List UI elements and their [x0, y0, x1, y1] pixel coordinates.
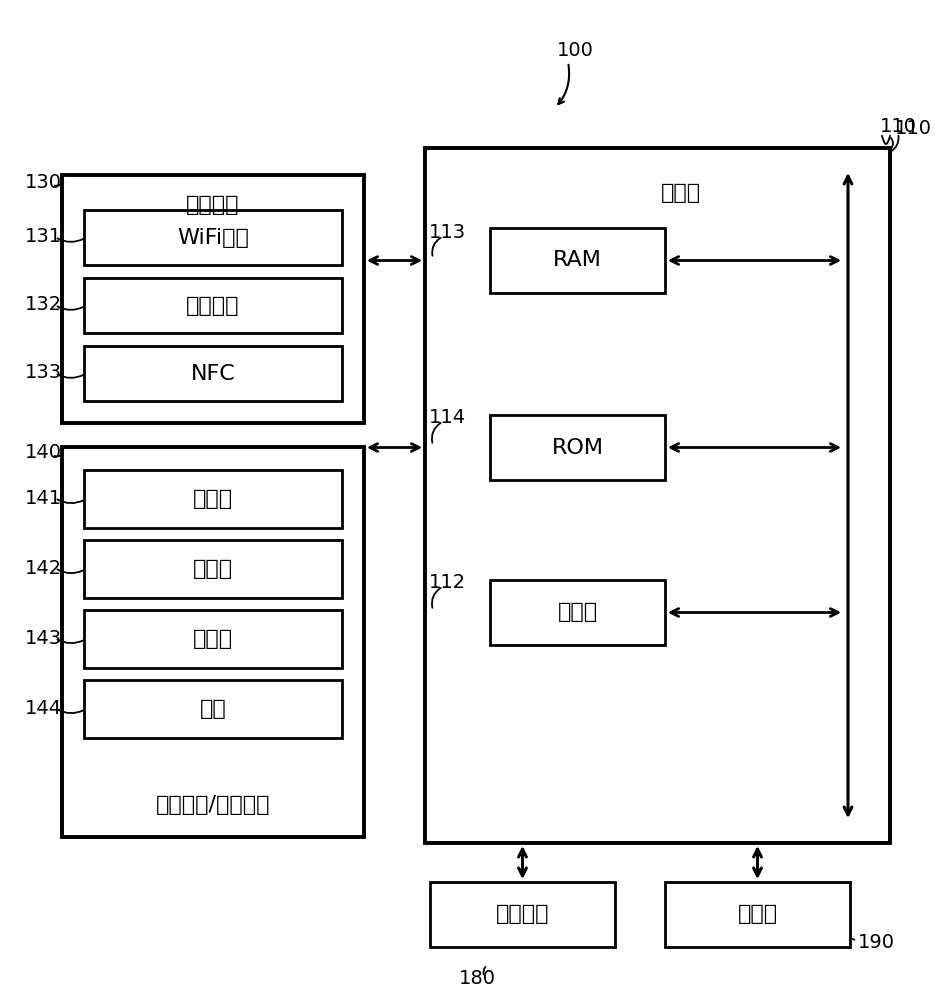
Text: 用户输入/输出接口: 用户输入/输出接口	[156, 795, 270, 815]
Text: 132: 132	[25, 296, 62, 314]
Text: 存储器: 存储器	[738, 904, 778, 924]
Text: RAM: RAM	[554, 250, 602, 270]
Text: ROM: ROM	[552, 438, 603, 458]
Text: 按键: 按键	[200, 699, 226, 719]
Text: 112: 112	[429, 573, 467, 592]
Bar	[490, 580, 665, 645]
Bar	[62, 175, 364, 423]
Text: 处理器: 处理器	[557, 602, 597, 622]
Text: 麦克风: 麦克风	[193, 489, 233, 509]
Bar	[665, 882, 850, 947]
Bar	[84, 278, 342, 333]
Text: WiFi芯片: WiFi芯片	[177, 228, 249, 247]
Text: 144: 144	[25, 698, 62, 718]
Bar	[84, 610, 342, 668]
Bar	[84, 346, 342, 401]
Text: 131: 131	[25, 228, 62, 246]
Text: 140: 140	[25, 444, 62, 462]
Text: 142: 142	[25, 558, 62, 578]
Text: 蓝牙模块: 蓝牙模块	[186, 296, 239, 316]
Text: 143: 143	[25, 629, 62, 648]
Bar	[430, 882, 615, 947]
Text: 133: 133	[25, 363, 62, 382]
Text: 110: 110	[895, 118, 932, 137]
Text: 通信接口: 通信接口	[186, 195, 239, 215]
Text: 141: 141	[25, 488, 62, 508]
Text: 供电电源: 供电电源	[496, 904, 549, 924]
Text: 130: 130	[25, 174, 62, 192]
Bar	[84, 470, 342, 528]
Bar	[84, 210, 342, 265]
Text: 110: 110	[880, 116, 917, 135]
Bar	[62, 447, 364, 837]
Bar	[490, 228, 665, 293]
Bar	[425, 148, 890, 843]
Bar	[84, 540, 342, 598]
Text: 180: 180	[459, 970, 496, 988]
Text: 190: 190	[858, 932, 895, 952]
Text: NFC: NFC	[191, 363, 236, 383]
Text: 控制器: 控制器	[661, 183, 701, 203]
Text: 113: 113	[429, 223, 467, 242]
Bar	[84, 680, 342, 738]
Text: 114: 114	[429, 408, 467, 427]
Bar	[490, 415, 665, 480]
Text: 100: 100	[556, 40, 594, 60]
Text: 摄像头: 摄像头	[193, 559, 233, 579]
Text: 传感器: 传感器	[193, 629, 233, 649]
